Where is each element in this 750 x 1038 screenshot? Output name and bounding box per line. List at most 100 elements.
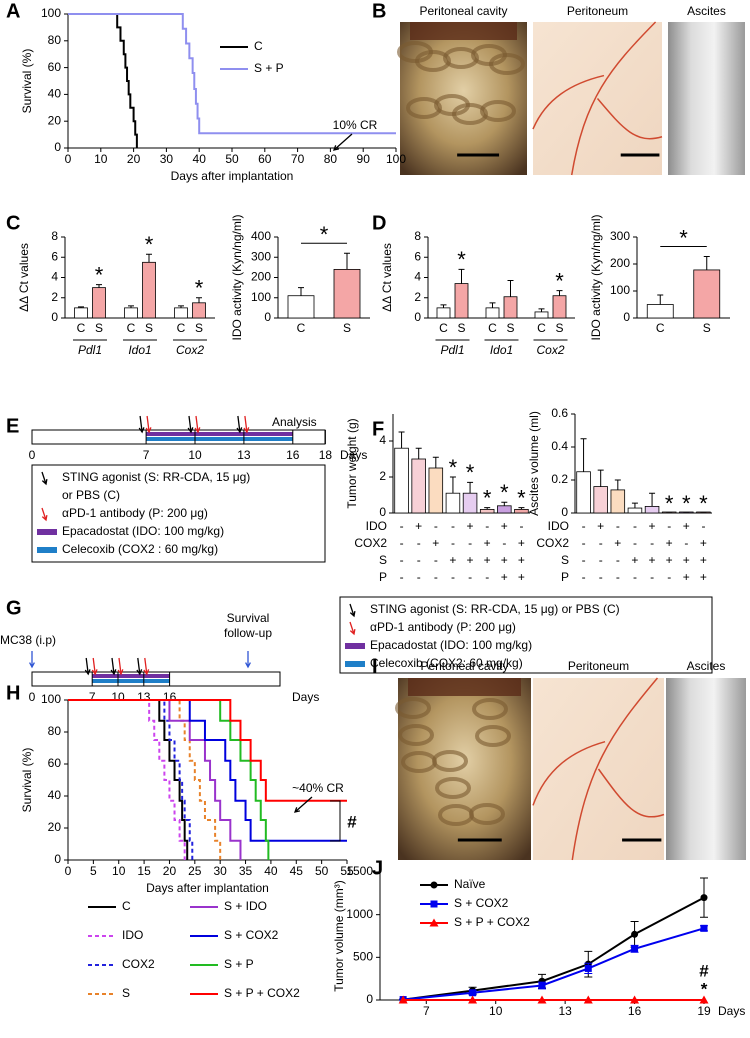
legend-box — [339, 596, 713, 674]
condition-mark: + — [518, 553, 525, 567]
x-tick-label: 40 — [193, 152, 207, 166]
series-line — [68, 699, 242, 860]
y-tick-label: 60 — [48, 60, 62, 74]
condition-mark: + — [484, 553, 491, 567]
injection-arrow — [110, 657, 117, 676]
condition-mark: - — [684, 536, 688, 550]
legend-label: C — [122, 899, 131, 913]
condition-label: S — [561, 553, 569, 567]
x-tick-label: C — [77, 321, 86, 335]
condition-mark: - — [451, 519, 455, 533]
y-tick-label: 1500 — [346, 864, 373, 878]
significance: * — [555, 268, 564, 293]
significance: * — [517, 485, 526, 510]
series-line — [68, 699, 186, 860]
condition-mark: - — [599, 570, 603, 584]
error-bar — [501, 501, 508, 506]
y-tick-label: 4 — [379, 433, 386, 447]
condition-label: IDO — [548, 519, 569, 533]
condition-mark: + — [597, 519, 604, 533]
photo-detail — [401, 751, 437, 773]
condition-mark: - — [519, 519, 523, 533]
x-tick-label: 30 — [160, 152, 174, 166]
y-tick-label: 4 — [51, 270, 58, 284]
condition-mark: - — [633, 519, 637, 533]
marker — [700, 924, 708, 932]
legend-arrow — [41, 507, 48, 522]
injection-arrow — [194, 415, 201, 434]
y-tick-label: 2 — [51, 290, 58, 304]
bar — [445, 492, 461, 514]
y-tick-label: 0 — [561, 505, 568, 519]
y-tick-label: 0.2 — [551, 472, 568, 486]
x-tick-label: S — [703, 321, 711, 335]
y-tick-label: 0 — [54, 852, 61, 866]
day-label: 10 — [111, 690, 125, 704]
legend-label: S + IDO — [224, 899, 267, 913]
condition-label: COX2 — [354, 536, 387, 550]
y-tick-label: 0 — [51, 310, 58, 324]
group-label: Pdl1 — [440, 343, 464, 357]
series-line — [68, 699, 347, 842]
significance: * — [500, 480, 509, 505]
photo-detail — [395, 697, 431, 719]
annotation-arrow — [293, 796, 313, 813]
y-tick-label: 0.4 — [551, 439, 568, 453]
injection-arrow — [145, 415, 152, 434]
condition-mark: - — [468, 570, 472, 584]
annotation: * — [701, 979, 708, 998]
error-bar — [614, 479, 621, 490]
condition-mark: - — [599, 536, 603, 550]
x-tick-label: 0 — [65, 152, 72, 166]
photo-label: Ascites — [687, 659, 726, 673]
legend-label: COX2 — [122, 957, 155, 971]
photo-detail — [443, 47, 479, 69]
significance: * — [95, 262, 104, 287]
bar — [534, 311, 549, 319]
significance: * — [682, 491, 691, 516]
group-label: Ido1 — [128, 343, 151, 357]
condition-mark: + — [631, 553, 638, 567]
legend-arrow — [349, 621, 356, 636]
bar — [503, 296, 518, 319]
condition-mark: + — [501, 553, 508, 567]
condition-mark: - — [650, 536, 654, 550]
y-tick-label: 0 — [379, 505, 386, 519]
bar — [610, 489, 626, 514]
panel-letter: D — [372, 212, 386, 234]
photo-label: Ascites — [687, 4, 726, 18]
injection-arrow — [91, 657, 98, 676]
condition-mark: - — [582, 519, 586, 533]
legend-bar — [345, 643, 365, 649]
x-tick-label: 19 — [697, 1004, 711, 1018]
y-tick-label: 8 — [414, 229, 421, 243]
significance: * — [457, 247, 466, 272]
x-tick-label: C — [127, 321, 136, 335]
bar — [454, 283, 469, 319]
marker — [700, 894, 708, 902]
condition-mark: - — [582, 553, 586, 567]
y-tick-label: 100 — [251, 290, 271, 304]
x-tick-label: 100 — [386, 152, 406, 166]
x-tick-label: 0 — [65, 864, 72, 878]
y-tick-label: 300 — [251, 249, 271, 263]
series-line — [68, 13, 396, 135]
error-bar — [440, 304, 447, 308]
bar — [497, 505, 512, 514]
x-tick-label: 70 — [291, 152, 305, 166]
x-tick-label: 60 — [258, 152, 272, 166]
x-tick-label: S — [343, 321, 351, 335]
day-label: 0 — [29, 690, 36, 704]
series-line — [68, 699, 222, 860]
error-bar — [398, 431, 405, 449]
legend-arrow — [349, 603, 356, 618]
condition-mark: - — [701, 519, 705, 533]
marker — [631, 945, 639, 953]
y-tick-label: 2 — [379, 469, 386, 483]
condition-mark: + — [415, 519, 422, 533]
condition-mark: - — [582, 536, 586, 550]
error-bar — [507, 280, 514, 297]
bar — [436, 307, 451, 319]
injection-arrow — [136, 657, 143, 676]
